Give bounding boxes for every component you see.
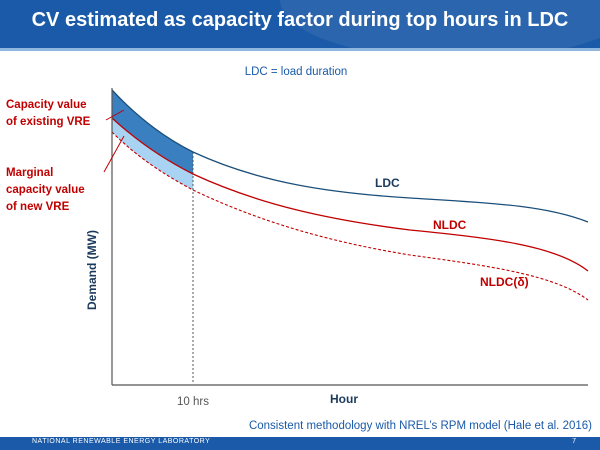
title-bar: CV estimated as capacity factor during t… [0, 0, 600, 48]
marginal-value-leader [103, 135, 125, 173]
footnote: Consistent methodology with NREL’s RPM m… [249, 420, 592, 432]
cutoff-label: 10 hrs [177, 396, 209, 408]
x-axis-label: Hour [330, 392, 358, 406]
capacity-value-line-2: of existing VRE [6, 116, 91, 128]
capacity-value-annotation: Capacity value of existing VRE [6, 99, 91, 128]
marginal-value-line-2: capacity value [6, 184, 85, 196]
title-bar-shine [280, 0, 600, 48]
marginal-value-line-3: of new VRE [6, 201, 70, 213]
ldc-curve [111, 89, 589, 223]
capacity-value-leader [105, 109, 125, 121]
nldc-curve [111, 117, 589, 272]
nldc-delta-curve [111, 131, 589, 301]
marginal-value-line-1: Marginal [6, 167, 53, 179]
footer-lab-name: NATIONAL RENEWABLE ENERGY LABORATORY [32, 438, 211, 445]
page-number: 7 [572, 438, 576, 445]
nldc-delta-label: NLDC(δ) [480, 275, 529, 289]
y-axis-label: Demand (MW) [85, 230, 99, 310]
slide-title: CV estimated as capacity factor during t… [31, 9, 569, 31]
footer-bar: NATIONAL RENEWABLE ENERGY LABORATORY 7 [0, 437, 600, 450]
capacity-value-line-1: Capacity value [6, 99, 87, 111]
nldc-label: NLDC [433, 218, 467, 232]
marginal-value-annotation: Marginal capacity value of new VRE [6, 167, 88, 213]
title-rule [0, 48, 600, 51]
ldc-label: LDC [375, 176, 400, 190]
subtitle: LDC = load duration [245, 66, 348, 78]
existing-vre-capacity-area [112, 90, 193, 174]
